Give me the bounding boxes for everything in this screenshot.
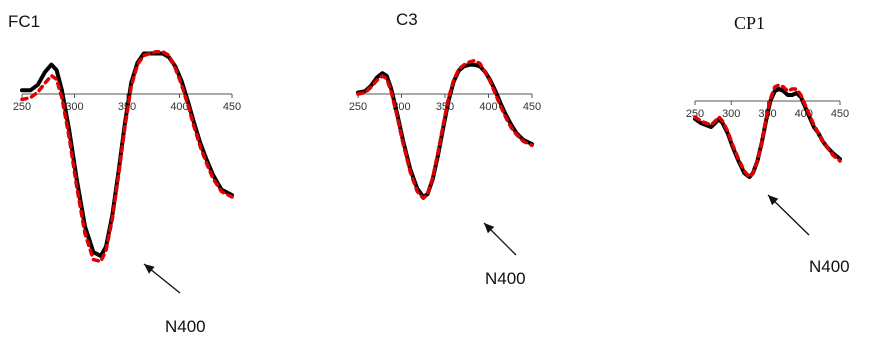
- annotation-arrow-head: [768, 195, 779, 206]
- x-tick-label: 300: [65, 101, 83, 113]
- annotation-label: N400: [485, 269, 526, 288]
- panel-title: C3: [396, 10, 418, 29]
- x-tick-label: 400: [170, 101, 188, 113]
- series-line-black-solid: [356, 62, 534, 199]
- x-tick-label: 450: [831, 108, 849, 120]
- panel-title: FC1: [8, 12, 40, 31]
- series-line-black-solid: [20, 51, 234, 258]
- panel-title: CP1: [734, 13, 765, 33]
- series-line-red-dashed: [693, 83, 842, 179]
- annotation-label: N400: [165, 317, 206, 336]
- series-line-red-dashed: [356, 58, 534, 201]
- x-tick-label: 450: [223, 101, 241, 113]
- annotation-label: N400: [809, 257, 850, 276]
- series-line-red-dashed: [20, 49, 234, 264]
- x-tick-label: 250: [349, 101, 367, 113]
- annotation-arrow-head: [144, 264, 155, 274]
- x-tick-label: 300: [722, 108, 740, 120]
- x-tick-label: 250: [13, 101, 31, 113]
- x-tick-label: 450: [523, 101, 541, 113]
- x-tick-label: 250: [686, 108, 704, 120]
- x-tick-label: 400: [479, 101, 497, 113]
- annotation-arrow-head: [484, 223, 495, 234]
